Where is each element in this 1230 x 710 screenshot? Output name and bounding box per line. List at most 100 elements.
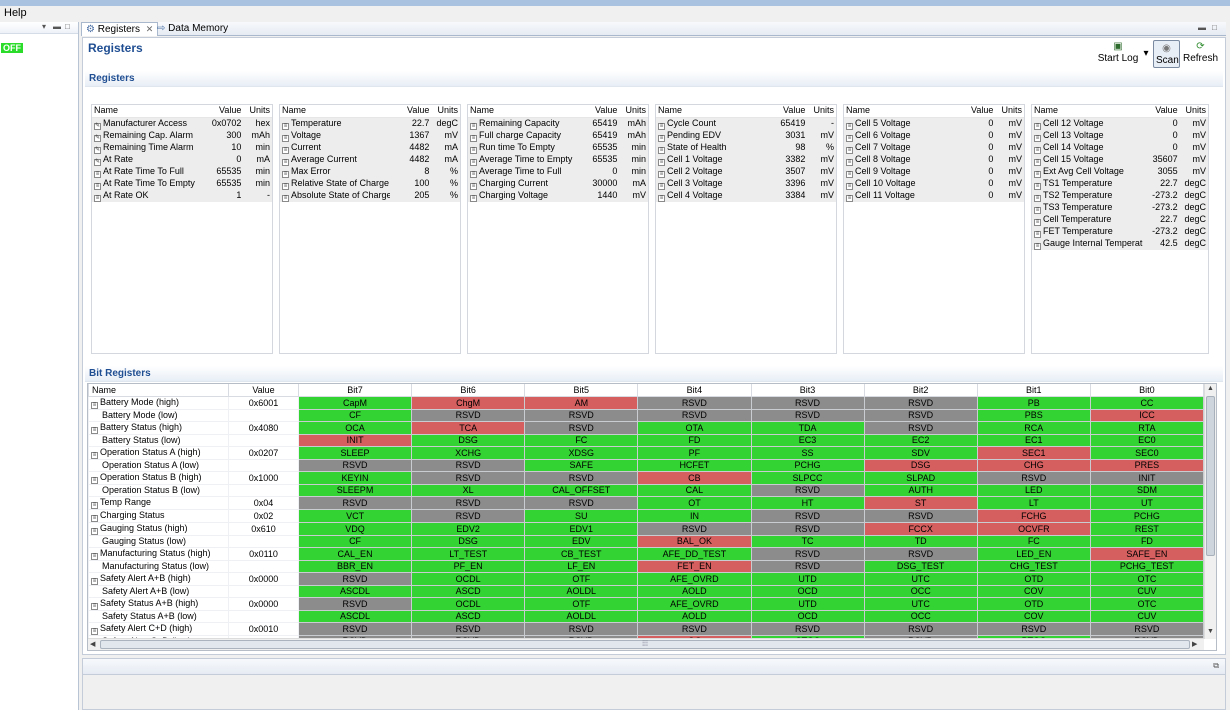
register-row[interactable]: ≡ Average Time to Full 0 min <box>468 165 648 178</box>
refresh-button[interactable]: ⟳ Refresh <box>1182 40 1219 68</box>
column-header-value[interactable]: Value <box>766 105 808 118</box>
column-header-name[interactable]: Name <box>1032 105 1144 118</box>
register-row[interactable]: ≡ Cell 14 Voltage 0 mV <box>1032 141 1208 154</box>
scroll-thumb[interactable]: ⁞⁞⁞ <box>100 640 1190 649</box>
bit-register-row[interactable]: Operation Status B (low) SLEEPM XL CAL_OFFS… <box>88 484 1205 497</box>
restore-icon[interactable]: ⧉ <box>1213 661 1219 670</box>
bit-register-row[interactable]: ≡ Operation Status B (high) 0x1000 KEYIN RSV… <box>88 471 1205 485</box>
register-row[interactable]: ≡ Absolute State of Charge 205% <box>280 189 460 202</box>
bit-register-row[interactable]: ≡ Gauging Status (high) 0x610 VDQ EDV2 EDV1 RS… <box>88 522 1205 536</box>
scroll-down-icon[interactable]: ▼ <box>1207 628 1214 635</box>
tab-data-memory[interactable]: ⇨ Data Memory <box>153 22 232 36</box>
column-header-bit3[interactable]: Bit3 <box>750 384 865 397</box>
minimize-icon[interactable]: ▬ <box>53 22 61 31</box>
register-row[interactable]: ≡ Cell Temperature 22.7 degC <box>1032 213 1208 226</box>
bit-register-row[interactable]: ≡ Safety Alert A+B (high) 0x0000 RSVD OCDL OT… <box>88 572 1205 586</box>
bit-register-row[interactable]: ≡ Charging Status 0x02 VCT RSVD SU IN RSVD RSVD F… <box>88 509 1205 523</box>
close-icon[interactable]: ✕ <box>145 24 154 34</box>
menu-help[interactable]: Help <box>4 7 27 19</box>
register-row[interactable]: ≡ Cell 8 Voltage 0 mV <box>844 153 1024 166</box>
register-row[interactable]: ≡ Pending EDV 3031 mV <box>656 129 836 142</box>
register-row[interactable]: ≡ Cell 2 Voltage 3507 mV <box>656 165 836 178</box>
vertical-scrollbar[interactable]: ▲ ▼ <box>1204 384 1216 639</box>
register-row[interactable]: ≡ Cell 6 Voltage 0 mV <box>844 129 1024 142</box>
column-header-value[interactable]: Value <box>578 105 620 118</box>
column-header-bit5[interactable]: Bit5 <box>524 384 639 397</box>
column-header-units[interactable]: Units <box>619 105 648 118</box>
register-row[interactable]: ≡ State of Health 98% <box>656 141 836 154</box>
bit-register-row[interactable]: ≡ Temp Range 0x04 RSVD RSVD RSVD OT HT ST LT UT <box>88 496 1205 510</box>
column-header-bit1[interactable]: Bit1 <box>976 384 1091 397</box>
register-row[interactable]: ≡ Charging Current 30000 mA <box>468 177 648 190</box>
register-row[interactable]: ≡ Charging Voltage 1440 mV <box>468 189 648 202</box>
register-row[interactable]: ≡ Average Current 4482 mA <box>280 153 460 166</box>
tab-registers[interactable]: ⚙ Registers ✕ <box>81 22 159 36</box>
column-header-units[interactable]: Units <box>807 105 836 118</box>
column-header-name[interactable]: Name <box>468 105 579 118</box>
start-log-button[interactable]: ▣ Start Log <box>1095 40 1141 68</box>
register-row[interactable]: ≡ Current 4482 mA <box>280 141 460 154</box>
column-header-units[interactable]: Units <box>243 105 272 118</box>
register-row[interactable]: ≡ Temperature 22.7 degC <box>280 117 460 130</box>
bit-register-row[interactable]: ≡ Operation Status A (high) 0x0207 SLEEP XCH… <box>88 446 1205 460</box>
register-row[interactable]: ✎ Remaining Time Alarm 10 min <box>92 141 272 154</box>
register-row[interactable]: ≡ Cell 4 Voltage 3384 mV <box>656 189 836 202</box>
register-row[interactable]: ≡ TS1 Temperature 22.7 degC <box>1032 177 1208 190</box>
column-header-units[interactable]: Units <box>995 105 1024 118</box>
column-header-name[interactable]: Name <box>88 384 229 397</box>
bit-register-row[interactable]: ≡ Battery Status (high) 0x4080 OCA TCA RSVD OT… <box>88 421 1205 435</box>
register-row[interactable]: ≡ Cell 13 Voltage 0 mV <box>1032 129 1208 142</box>
bit-register-row[interactable]: Safety Alert A+B (low) ASCDL ASCD AOLDL AOLD… <box>88 585 1205 598</box>
bit-register-row[interactable]: ≡ Safety Status A+B (high) 0x0000 RSVD OCDL O… <box>88 597 1205 611</box>
register-row[interactable]: ≡ At Rate OK 1- <box>92 189 272 202</box>
scroll-thumb[interactable] <box>1206 396 1215 556</box>
register-row[interactable]: ≡ Cell 7 Voltage 0 mV <box>844 141 1024 154</box>
bit-register-row[interactable]: Operation Status A (low) RSVD RSVD SAFE HCFE… <box>88 459 1205 472</box>
register-row[interactable]: ≡ Max Error 8% <box>280 165 460 178</box>
column-header-value[interactable]: Value <box>202 105 244 118</box>
register-row[interactable]: ≡ Ext Avg Cell Voltage 3055 mV <box>1032 165 1208 178</box>
register-row[interactable]: ≡ Cell 10 Voltage 0 mV <box>844 177 1024 190</box>
column-header-bit4[interactable]: Bit4 <box>637 384 752 397</box>
register-row[interactable]: ≡ Remaining Capacity 65419 mAh <box>468 117 648 130</box>
scan-button[interactable]: ◉ Scan <box>1153 40 1180 68</box>
register-row[interactable]: ✎ Remaining Cap. Alarm 300 mAh <box>92 129 272 142</box>
register-row[interactable]: ≡ Cell 15 Voltage 35607 mV <box>1032 153 1208 166</box>
column-header-value[interactable]: Value <box>954 105 996 118</box>
bit-register-row[interactable]: Gauging Status (low) CF DSG EDV BAL_OK TC TD FC… <box>88 535 1205 548</box>
register-row[interactable]: ≡ Cell 11 Voltage 0 mV <box>844 189 1024 202</box>
bit-register-row[interactable]: ≡ Manufacturing Status (high) 0x0110 CAL_EN… <box>88 547 1205 561</box>
scroll-right-icon[interactable]: ▶ <box>1192 641 1198 648</box>
register-row[interactable]: ≡ TS2 Temperature -273.2 degC <box>1032 189 1208 202</box>
register-row[interactable]: ≡ At Rate Time To Empty 65535 min <box>92 177 272 190</box>
register-row[interactable]: ≡ Cycle Count 65419- <box>656 117 836 130</box>
column-header-name[interactable]: Name <box>656 105 767 118</box>
column-header-name[interactable]: Name <box>280 105 391 118</box>
scroll-up-icon[interactable]: ▲ <box>1207 385 1214 392</box>
register-row[interactable]: ✎ At Rate 0 mA <box>92 153 272 166</box>
register-row[interactable]: ≡ Cell 12 Voltage 0 mV <box>1032 117 1208 130</box>
register-row[interactable]: ≡ At Rate Time To Full 65535 min <box>92 165 272 178</box>
register-row[interactable]: ≡ Voltage 1367 mV <box>280 129 460 142</box>
bit-register-row[interactable]: Safety Status A+B (low) ASCDL ASCD AOLDL AOL… <box>88 610 1205 623</box>
register-row[interactable]: ≡ Cell 1 Voltage 3382 mV <box>656 153 836 166</box>
bit-register-row[interactable]: ≡ Battery Mode (high) 0x6001 CapM ChgM AM RSVD… <box>88 396 1205 410</box>
column-header-bit6[interactable]: Bit6 <box>411 384 526 397</box>
register-row[interactable]: ≡ Cell 3 Voltage 3396 mV <box>656 177 836 190</box>
horizontal-scrollbar[interactable]: ◀ ⁞⁞⁞ ▶ <box>88 638 1204 650</box>
bit-register-row[interactable]: Battery Status (low) INIT DSG FC FD EC3 EC2 EC1… <box>88 434 1205 447</box>
column-header-value[interactable]: Value <box>228 384 299 397</box>
column-header-units[interactable]: Units <box>1179 105 1208 118</box>
maximize-icon[interactable]: □ <box>65 22 70 31</box>
bit-register-row[interactable]: Battery Mode (low) CF RSVD RSVD RSVD RSVD RSVD… <box>88 409 1205 422</box>
column-header-name[interactable]: Name <box>844 105 955 118</box>
column-header-value[interactable]: Value <box>390 105 432 118</box>
register-row[interactable]: ≡ FET Temperature -273.2 degC <box>1032 225 1208 238</box>
minimize-icon[interactable]: ▬ <box>1198 23 1206 32</box>
register-row[interactable]: ≡ Full charge Capacity 65419 mAh <box>468 129 648 142</box>
column-header-bit0[interactable]: Bit0 <box>1089 384 1205 397</box>
register-row[interactable]: ≡ Run time To Empty 65535 min <box>468 141 648 154</box>
column-header-name[interactable]: Name <box>92 105 203 118</box>
maximize-icon[interactable]: □ <box>1212 23 1217 32</box>
